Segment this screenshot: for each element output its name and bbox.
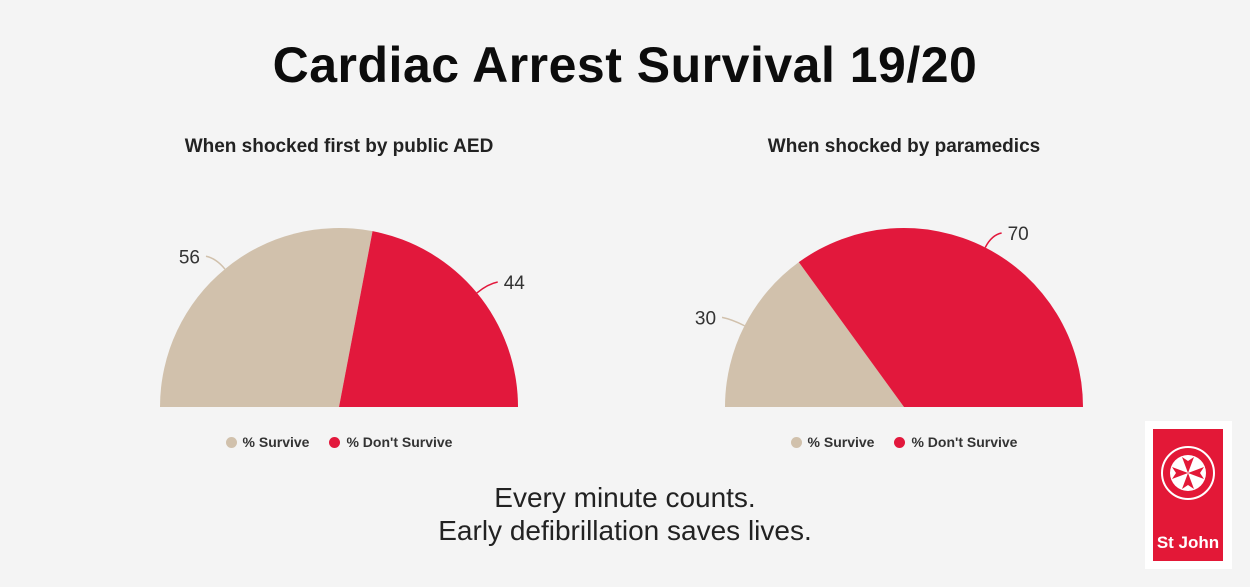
pie-slice-survive[interactable] <box>725 262 904 407</box>
legend-label-dont-survive: % Don't Survive <box>346 434 453 450</box>
footer-line-1: Every minute counts. <box>494 482 756 513</box>
legend-public-aed: % Survive % Don't Survive <box>129 434 549 450</box>
data-label-dont-survive: 44 <box>504 273 526 294</box>
logo-red-panel: St John <box>1153 429 1223 561</box>
chart-title-public-aed: When shocked first by public AED <box>184 136 494 157</box>
legend-label-dont-survive: % Don't Survive <box>911 434 1018 450</box>
data-label-survive: 30 <box>695 308 716 329</box>
label-leader-line <box>205 255 226 270</box>
label-leader-line <box>721 316 745 327</box>
legend-item-dont-survive[interactable]: % Don't Survive <box>894 434 1017 450</box>
pie-slice-survive[interactable] <box>160 227 373 407</box>
legend-dot-dont-survive <box>894 436 906 448</box>
st-john-logo[interactable]: St John <box>1145 421 1232 569</box>
pie-slice-dont-survive[interactable] <box>798 228 1083 407</box>
legend-item-survive[interactable]: % Survive <box>790 434 875 450</box>
semi-pie-chart-paramedics: 30 70 <box>695 224 1083 407</box>
data-label-dont-survive: 70 <box>1008 224 1029 245</box>
legend-dot-dont-survive <box>329 436 341 448</box>
legend-item-dont-survive[interactable]: % Don't Survive <box>329 434 452 450</box>
legend-dot-survive <box>790 436 802 448</box>
legend-paramedics: % Survive % Don't Survive <box>694 434 1114 450</box>
page-title: Cardiac Arrest Survival 19/20 <box>272 37 978 93</box>
legend-label-survive: % Survive <box>242 434 310 450</box>
legend-label-survive: % Survive <box>807 434 875 450</box>
label-leader-line <box>476 281 498 294</box>
chart-title-paramedics: When shocked by paramedics <box>767 136 1041 157</box>
maltese-cross-icon <box>1161 446 1215 500</box>
logo-text: St John <box>1156 533 1220 552</box>
label-leader-line <box>984 232 1002 248</box>
footer-message: Every minute counts. Early defibrillatio… <box>0 481 1250 547</box>
footer-line-2: Early defibrillation saves lives. <box>438 515 812 546</box>
semi-pie-chart-public-aed: 56 44 <box>160 227 526 407</box>
pie-slice-dont-survive[interactable] <box>339 231 518 407</box>
legend-item-survive[interactable]: % Survive <box>225 434 310 450</box>
data-label-survive: 56 <box>179 247 200 268</box>
legend-dot-survive <box>225 436 237 448</box>
